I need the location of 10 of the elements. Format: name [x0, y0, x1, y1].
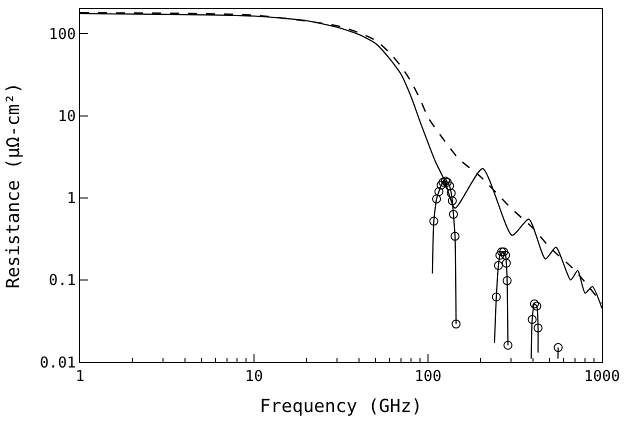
x-tick-label: 10 [244, 367, 264, 386]
y-tick-label: 0.01 [40, 353, 76, 372]
x-axis-title: Frequency (GHz) [260, 396, 422, 418]
y-tick-label: 100 [48, 24, 76, 43]
y-axis-title: Resistance (μΩ-cm²) [2, 82, 24, 288]
x-tick-label: 100 [414, 367, 442, 386]
y-tick-label: 10 [58, 107, 76, 126]
y-tick-label: 0.1 [48, 271, 76, 290]
y-tick-label: 1 [66, 189, 76, 208]
x-tick-label: 1000 [584, 367, 620, 386]
